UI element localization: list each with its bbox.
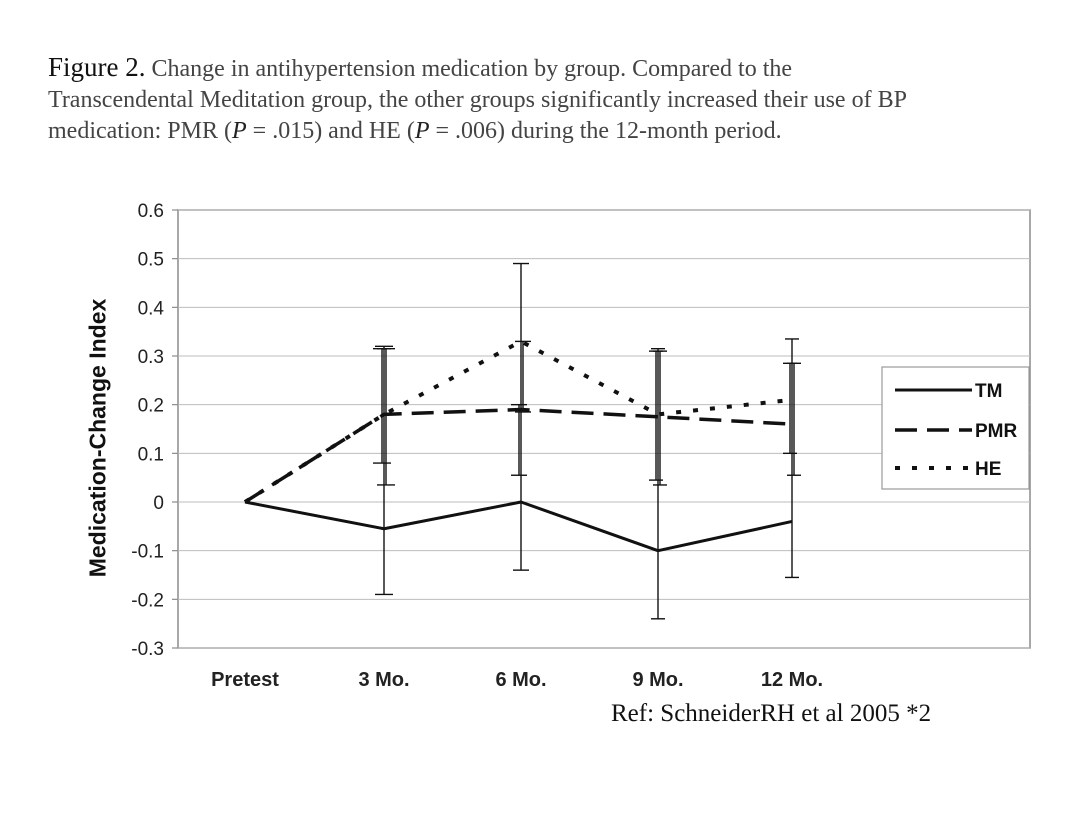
caption-line-1: Change in antihypertension medication by…: [151, 56, 793, 82]
p-symbol: P: [231, 118, 247, 144]
y-tick-label: -0.3: [131, 639, 164, 660]
y-tick-label: -0.2: [131, 590, 164, 611]
x-tick-label: 6 Mo.: [495, 669, 546, 691]
figure-caption: Figure 2. Change in antihypertension med…: [48, 52, 1048, 147]
y-tick-label: 0: [153, 493, 164, 514]
x-tick-label: 3 Mo.: [358, 669, 409, 691]
series-line-pmr: [244, 407, 793, 504]
y-tick-label: 0.6: [138, 201, 164, 222]
legend-box: [881, 366, 1030, 490]
caption-line-2: Transcendental Meditation group, the oth…: [48, 87, 907, 113]
series-line-tm: [244, 500, 793, 553]
y-tick-label: 0.5: [138, 250, 164, 271]
y-tick-label: 0.4: [138, 298, 165, 319]
y-tick-label: 0.1: [138, 444, 164, 465]
x-tick-label: 12 Mo.: [761, 669, 823, 691]
reference-citation: Ref: SchneiderRH et al 2005 *2: [611, 700, 932, 727]
caption-line-3c: = .006) during the 12-month period.: [429, 118, 782, 144]
figure-label: Figure 2.: [48, 52, 146, 82]
legend-label-he: HE: [975, 459, 1001, 480]
x-tick-label: Pretest: [211, 669, 279, 691]
y-tick-label: 0.3: [138, 347, 164, 368]
p-symbol: P: [414, 118, 430, 144]
legend-label-tm: TM: [975, 381, 1002, 402]
legend-label-pmr: PMR: [975, 421, 1018, 442]
caption-line-3b: = .015) and HE (: [246, 118, 415, 144]
caption-line-3a: medication: PMR (: [48, 118, 232, 144]
x-tick-label: 9 Mo.: [632, 669, 683, 691]
y-tick-label: -0.1: [131, 542, 164, 563]
y-tick-label: 0.2: [138, 396, 164, 417]
